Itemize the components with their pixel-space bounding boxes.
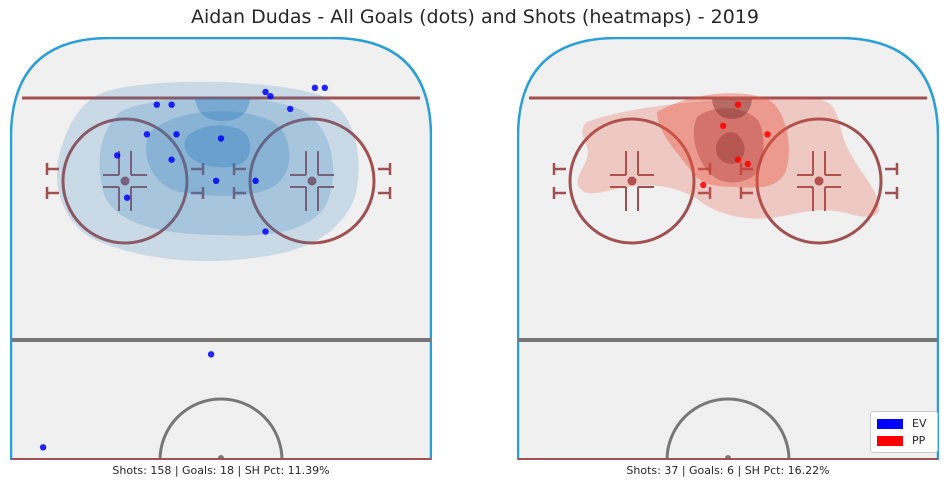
faceoff-circle	[755, 117, 883, 245]
rink-boards	[517, 37, 939, 460]
goal-point	[123, 194, 131, 201]
goal-point	[114, 152, 121, 159]
goal-point	[217, 135, 225, 142]
faceoff-dot	[307, 176, 317, 186]
heat-level-5	[712, 99, 752, 119]
goal-point	[267, 93, 274, 100]
goal-point	[39, 444, 47, 451]
goal-point	[311, 84, 319, 91]
heat-level-1	[56, 81, 359, 262]
rink-boards	[10, 37, 432, 460]
legend-swatch-pp	[877, 436, 903, 446]
goal-point	[168, 101, 175, 108]
ev-stats-caption: Shots: 158 | Goals: 18 | SH Pct: 11.39%	[112, 464, 330, 477]
heat-level-2	[657, 93, 789, 188]
legend: EV PP	[870, 411, 938, 453]
goal-point	[168, 156, 175, 163]
goal-point	[212, 177, 220, 184]
faceoff-circle	[248, 117, 376, 245]
heat-level-1	[577, 97, 880, 219]
goal-point	[287, 105, 294, 113]
goal-point	[321, 84, 328, 91]
goal-point	[734, 156, 742, 163]
goal-point	[744, 160, 751, 168]
goal-points	[700, 101, 771, 189]
pp-stats-caption: Shots: 37 | Goals: 6 | SH Pct: 16.22%	[626, 464, 830, 477]
goal-point	[719, 122, 727, 129]
rink-plot-ev	[10, 37, 432, 460]
goal-point	[153, 101, 160, 108]
goal-point	[252, 177, 259, 184]
legend-swatch-ev	[877, 419, 903, 429]
heat-level-5	[195, 99, 250, 121]
center-circle-arc	[158, 397, 284, 460]
faceoff-dot	[814, 176, 824, 186]
rink-plot-pp	[517, 37, 939, 460]
goal-point	[700, 181, 707, 189]
heat-level-4	[184, 125, 251, 168]
legend-label-pp: PP	[912, 434, 926, 447]
heat-level-4	[715, 132, 745, 164]
heat-level-3	[146, 111, 290, 196]
center-circle-arc	[665, 397, 791, 460]
ev-shot-heatmap	[56, 81, 359, 262]
pp-shot-heatmap	[577, 93, 880, 219]
goal-point	[262, 88, 269, 96]
faceoff-dot	[120, 176, 130, 186]
rink-surface	[10, 37, 432, 460]
faceoff-circle	[61, 117, 189, 245]
faceoff-circle	[568, 117, 696, 245]
goal-point	[173, 131, 180, 138]
faceoff-dot	[627, 176, 637, 186]
chart-title: Aidan Dudas - All Goals (dots) and Shots…	[191, 6, 759, 28]
goal-point	[734, 101, 742, 108]
goal-point	[143, 131, 151, 138]
rink-surface	[517, 37, 939, 460]
goal-point	[262, 228, 269, 235]
goal-point	[207, 351, 215, 358]
heat-level-2	[99, 97, 334, 236]
goal-points	[39, 84, 328, 451]
legend-label-ev: EV	[912, 417, 927, 430]
goal-point	[764, 131, 771, 138]
